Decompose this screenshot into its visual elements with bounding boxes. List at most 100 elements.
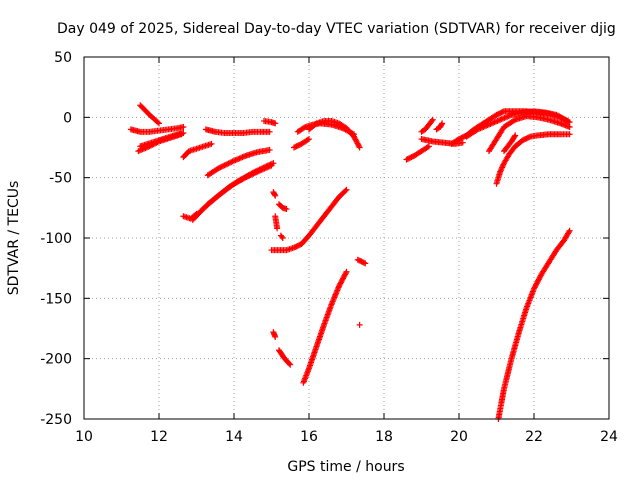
data-point [566, 131, 573, 138]
data-point [279, 235, 286, 241]
data-point [301, 124, 307, 131]
y-tick-label: -50 [49, 171, 72, 187]
data-point [338, 278, 345, 285]
y-tick-label: 50 [54, 50, 72, 66]
data-point [565, 229, 572, 236]
data-point [229, 158, 236, 165]
x-tick-label: 14 [225, 429, 243, 445]
data-point [512, 132, 519, 139]
data-point [338, 279, 345, 286]
data-point [536, 275, 543, 282]
x-tick-label: 12 [150, 429, 168, 445]
data-point [356, 144, 363, 151]
data-point [355, 143, 362, 150]
data-point [342, 270, 349, 277]
y-tick-label: 0 [63, 110, 72, 126]
data-point [266, 128, 273, 135]
data-point [226, 159, 233, 166]
data-point [272, 192, 279, 199]
data-point [533, 280, 540, 287]
data-point [534, 279, 541, 286]
y-tick-label: -100 [40, 231, 72, 247]
data-point [343, 186, 350, 193]
data-point [278, 233, 285, 240]
data-point [429, 116, 436, 123]
data-point [283, 206, 290, 213]
data-point [564, 117, 571, 124]
data-point [306, 136, 312, 143]
x-tick-label: 16 [300, 429, 318, 445]
data-point [260, 164, 267, 171]
data-point [217, 164, 224, 171]
data-point [259, 165, 266, 172]
data-point [340, 275, 347, 282]
data-point [428, 117, 435, 124]
data-point [526, 134, 532, 141]
x-tick-label: 10 [75, 429, 93, 445]
chart-title: Day 049 of 2025, Sidereal Day-to-day VTE… [57, 21, 616, 37]
y-axis-label: SDTVAR / TECUs [6, 181, 22, 296]
axis-ticks: 10 12 14 16 18 20 22 24 50 0 -50 -100 -150 -200 -250 [40, 50, 618, 445]
data-point [566, 123, 573, 130]
data-point [336, 283, 342, 290]
data-point [459, 139, 466, 146]
data-point [566, 227, 573, 234]
x-tick-label: 20 [450, 429, 468, 445]
data-point [531, 284, 538, 291]
data-point [224, 161, 231, 168]
data-point [263, 163, 270, 170]
data-point [257, 165, 264, 172]
data-point [255, 167, 262, 174]
y-tick-label: -150 [40, 291, 72, 307]
y-tick-label: -250 [40, 412, 72, 428]
data-point [426, 143, 432, 150]
data-point [262, 163, 269, 170]
data-point [154, 119, 161, 126]
data-point [343, 268, 350, 275]
data-point [225, 160, 232, 167]
data-point [272, 333, 279, 340]
data-point [180, 130, 187, 137]
data-points [127, 102, 573, 422]
data-point [537, 273, 544, 280]
data-point [356, 321, 363, 328]
data-point [287, 361, 294, 368]
x-axis-label: GPS time / hours [287, 459, 404, 475]
data-point [535, 276, 542, 283]
x-tick-label: 18 [375, 429, 393, 445]
data-point [274, 225, 281, 232]
data-point [270, 160, 277, 167]
data-point [222, 161, 229, 168]
data-point [341, 272, 348, 279]
data-point [511, 117, 517, 124]
data-point [180, 123, 187, 130]
data-point [208, 140, 215, 147]
data-point [361, 259, 367, 266]
x-tick-label: 24 [600, 429, 618, 445]
data-point [439, 120, 446, 127]
data-point [220, 163, 227, 170]
data-point [272, 120, 279, 127]
data-point [337, 280, 344, 287]
data-point [351, 131, 357, 138]
data-point [342, 187, 349, 194]
data-point [253, 167, 260, 174]
data-point [336, 281, 343, 288]
data-point [251, 169, 258, 176]
data-point [252, 168, 259, 175]
data-point [424, 144, 431, 151]
x-tick-label: 22 [525, 429, 543, 445]
data-point [535, 277, 542, 284]
data-point [533, 281, 540, 288]
data-point [271, 191, 278, 198]
data-point [304, 136, 311, 143]
data-point [532, 283, 539, 290]
data-point [221, 162, 228, 169]
data-point [531, 285, 537, 292]
y-tick-label: -200 [40, 352, 72, 368]
data-point [266, 146, 273, 153]
data-point [286, 360, 293, 367]
data-point [342, 271, 349, 278]
